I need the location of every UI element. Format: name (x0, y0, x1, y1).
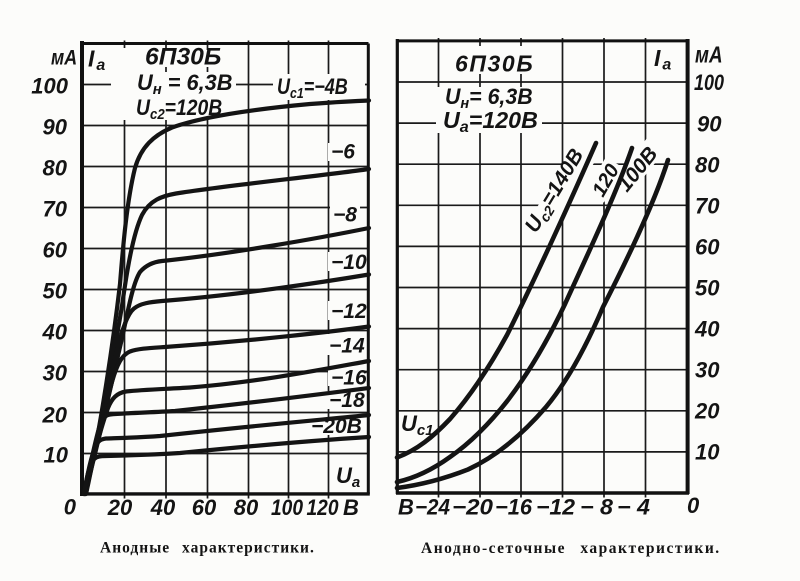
svg-text:100: 100 (31, 74, 68, 99)
svg-text:−12: −12 (331, 300, 367, 323)
svg-text:Анодно-сеточные характеристики: Анодно-сеточные характеристики. (421, 540, 721, 557)
svg-text:−16: −16 (331, 367, 367, 390)
svg-text:30: 30 (695, 358, 720, 383)
svg-text:30: 30 (43, 361, 68, 386)
svg-text:Uа=120В: Uа=120В (443, 107, 538, 136)
svg-text:20: 20 (694, 399, 720, 424)
svg-text:Uс2=120В: Uс2=120В (136, 96, 222, 122)
svg-text:− 8: − 8 (580, 495, 614, 520)
svg-text:−8: −8 (333, 204, 357, 227)
svg-text:70: 70 (43, 197, 68, 222)
svg-text:Uн= 6,3В: Uн= 6,3В (445, 84, 533, 112)
svg-text:80: 80 (234, 495, 259, 520)
svg-text:мА: мА (695, 43, 723, 68)
svg-text:60: 60 (192, 495, 217, 520)
svg-text:90: 90 (43, 115, 68, 140)
svg-text:Анодные характеристики.: Анодные характеристики. (100, 540, 315, 557)
svg-text:100: 100 (694, 70, 725, 95)
svg-text:В: В (343, 495, 359, 520)
svg-text:−16: −16 (495, 495, 533, 520)
svg-text:120: 120 (307, 495, 340, 520)
svg-text:90: 90 (697, 112, 722, 137)
svg-text:20: 20 (107, 495, 133, 520)
svg-text:80: 80 (43, 156, 68, 181)
svg-text:60: 60 (695, 235, 720, 260)
svg-text:40: 40 (150, 495, 176, 520)
svg-text:−12: −12 (536, 495, 576, 520)
svg-text:40: 40 (694, 317, 720, 342)
svg-text:−20В: −20В (311, 415, 362, 438)
svg-text:50: 50 (43, 279, 68, 304)
svg-text:−24: −24 (415, 495, 450, 520)
svg-text:0: 0 (687, 493, 700, 518)
svg-text:80: 80 (695, 153, 720, 178)
svg-text:40: 40 (42, 320, 68, 345)
svg-text:мА: мА (51, 46, 77, 70)
svg-text:−18: −18 (329, 389, 365, 412)
svg-text:−20: −20 (452, 495, 494, 520)
svg-text:50: 50 (695, 276, 720, 301)
svg-text:10: 10 (695, 440, 720, 465)
svg-text:− 4: − 4 (617, 495, 650, 520)
svg-text:−6: −6 (331, 141, 355, 164)
svg-text:В: В (398, 495, 414, 520)
svg-text:100: 100 (271, 495, 304, 520)
svg-text:0: 0 (64, 495, 77, 520)
svg-text:6П30Б: 6П30Б (145, 44, 221, 71)
svg-text:Uс1=−4В: Uс1=−4В (277, 75, 348, 101)
svg-text:−14: −14 (329, 335, 365, 358)
svg-text:10: 10 (44, 443, 69, 468)
svg-text:70: 70 (695, 194, 720, 219)
svg-text:6П30Б: 6П30Б (455, 51, 534, 77)
svg-text:−10: −10 (331, 251, 367, 274)
svg-text:60: 60 (43, 238, 68, 263)
svg-text:Uн = 6,3В: Uн = 6,3В (137, 70, 232, 98)
svg-text:20: 20 (42, 403, 68, 428)
